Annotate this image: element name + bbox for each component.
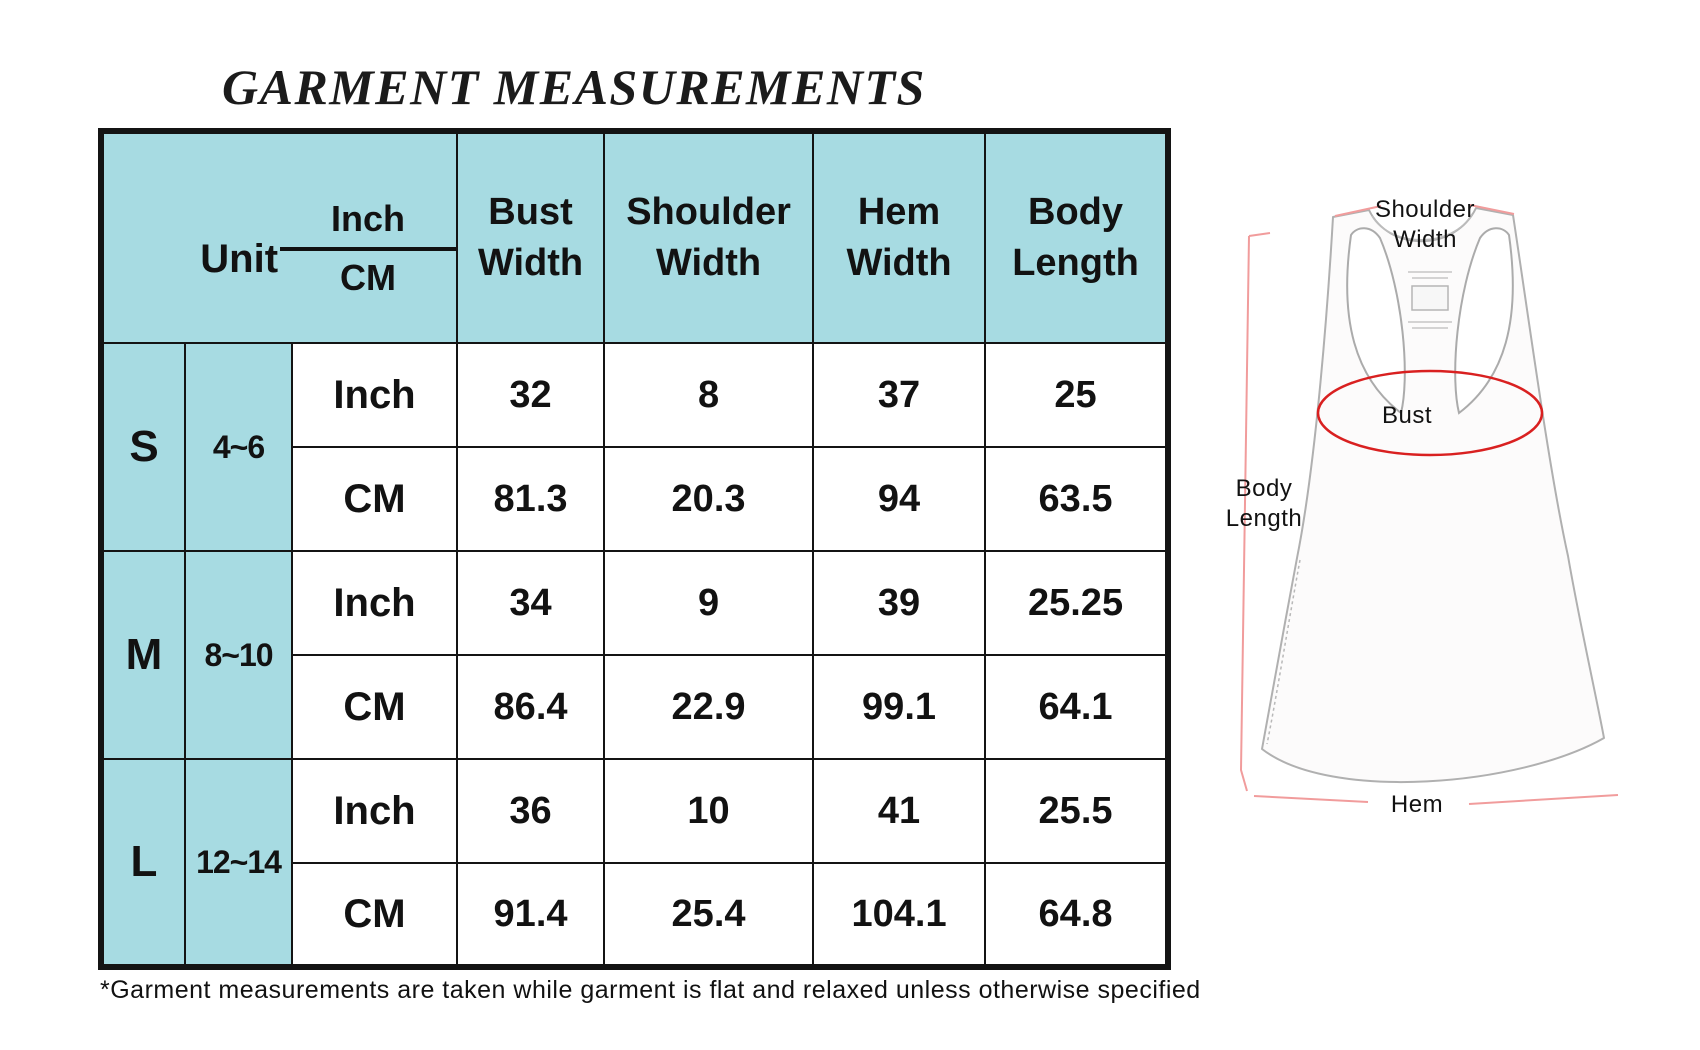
cell-value: 36	[456, 758, 606, 864]
body-length-top-tick	[1248, 232, 1271, 237]
cell-value: 20.3	[603, 446, 815, 552]
tank-top-diagram: Shoulder Width Bust Body Length Hem	[1226, 196, 1619, 818]
shoulder-right-line	[1469, 204, 1515, 215]
shoulder-left-line	[1334, 205, 1382, 217]
unit-label: Unit	[200, 237, 279, 281]
unit-row-label: Inch	[290, 342, 459, 448]
measurement-lines	[1239, 204, 1619, 805]
cell-value: 81.3	[456, 446, 606, 552]
body-length-label-line2: Length	[1226, 505, 1302, 532]
unit-row-label: CM	[290, 862, 459, 968]
right-armhole-cutout	[1454, 227, 1514, 415]
cell-value: 63.5	[984, 446, 1170, 552]
column-header-shoulder-width: Shoulder Width	[603, 130, 815, 344]
cell-value: 8	[603, 342, 815, 448]
cell-value: 22.9	[603, 654, 815, 760]
cell-value: 104.1	[812, 862, 987, 968]
cell-value: 99.1	[812, 654, 987, 760]
table-row: CM 91.4 25.4 104.1 64.8	[101, 862, 1170, 968]
unit-row-label: Inch	[290, 550, 459, 656]
shoulder-width-label-line1: Shoulder	[1375, 196, 1475, 223]
cell-value: 86.4	[456, 654, 606, 760]
column-header-hem-width: Hem Width	[812, 130, 987, 344]
care-label	[1411, 285, 1449, 311]
cell-value: 37	[812, 342, 987, 448]
side-seam-stitching	[1266, 559, 1301, 745]
unit-fraction: Unit Inch CM	[104, 173, 456, 302]
cell-value: 64.1	[984, 654, 1170, 760]
cell-value: 32	[456, 342, 606, 448]
cell-value: 9	[603, 550, 815, 656]
table-row: CM 81.3 20.3 94 63.5	[101, 446, 1170, 552]
body-length-label-line1: Body	[1236, 475, 1293, 502]
column-header-bust-width: Bust Width	[456, 130, 606, 344]
unit-header-cell: Unit Inch CM	[99, 130, 459, 344]
unit-inch-label: Inch	[280, 195, 456, 251]
size-label-l: L	[100, 758, 186, 968]
cell-value: 64.8	[984, 862, 1170, 968]
cell-value: 91.4	[456, 862, 606, 968]
bust-ellipse	[1316, 369, 1544, 457]
size-range-l: 12~14	[184, 758, 293, 968]
hem-left-line	[1253, 795, 1369, 803]
cell-value: 25.25	[984, 550, 1170, 656]
tank-top-outline	[1261, 207, 1605, 784]
hem-label: Hem	[1391, 791, 1443, 818]
unit-row-label: Inch	[290, 758, 459, 864]
size-range-s: 4~6	[184, 342, 293, 552]
table-row: S 4~6 Inch 32 8 37 25	[100, 342, 1170, 552]
hem-right-line	[1468, 794, 1619, 805]
page-title: GARMENT MEASUREMENTS	[222, 59, 926, 115]
bust-label: Bust	[1382, 402, 1432, 429]
table-row: M 8~10 Inch 34 9 39 25.25	[100, 550, 1170, 760]
unit-cm-label: CM	[340, 257, 397, 298]
cell-value: 10	[603, 758, 815, 864]
size-label-s: S	[100, 342, 186, 552]
garment-measurements-table: Unit Inch CM Bust Width Shoulder Width H…	[98, 128, 1172, 970]
column-header-body-length: Body Length	[984, 130, 1170, 344]
body-length-line	[1239, 235, 1250, 792]
shoulder-width-label-line2: Width	[1393, 226, 1457, 253]
collar-binding-line	[1371, 213, 1473, 241]
table-row: L 12~14 Inch 36 10 41 25.5	[100, 758, 1170, 968]
cell-value: 94	[812, 446, 987, 552]
cell-value: 39	[812, 550, 987, 656]
cell-value: 34	[456, 550, 606, 656]
table-row: CM 86.4 22.9 99.1 64.1	[101, 654, 1170, 760]
table-header-row: Unit Inch CM Bust Width Shoulder Width H…	[99, 130, 1170, 344]
size-label-m: M	[100, 550, 186, 760]
size-range-m: 8~10	[184, 550, 293, 760]
unit-row-label: CM	[290, 654, 459, 760]
left-armhole-cutout	[1346, 227, 1406, 415]
cell-value: 25.4	[603, 862, 815, 968]
cell-value: 41	[812, 758, 987, 864]
cell-value: 25	[984, 342, 1170, 448]
cell-value: 25.5	[984, 758, 1170, 864]
footnote: *Garment measurements are taken while ga…	[100, 976, 1201, 1004]
unit-row-label: CM	[290, 446, 459, 552]
